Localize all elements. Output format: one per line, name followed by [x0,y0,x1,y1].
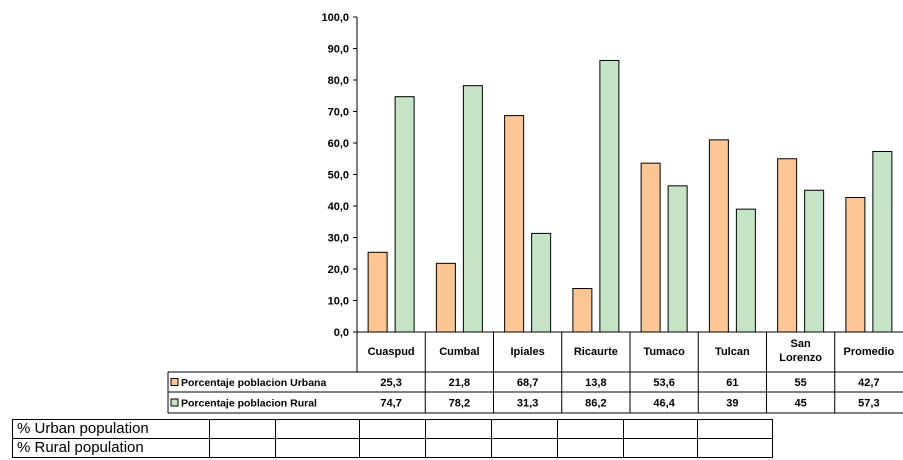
data-label: 74,7 [380,398,401,410]
empty-cell [359,419,426,439]
bar-rural-2 [531,232,552,333]
empty-cell [697,438,773,458]
empty-cell [697,419,773,439]
data-label: 46,4 [653,398,675,410]
data-label: 31,3 [517,398,538,410]
empty-cell [491,438,558,458]
category-label: Promedio [844,346,895,358]
empty-cell [359,438,426,458]
table-row-rural: % Rural population [12,438,773,458]
y-tick-label: 40,0 [328,201,349,213]
y-tick-label: 80,0 [328,75,349,87]
category-label: Ricaurte [574,346,618,358]
bar-urban-1 [435,262,456,333]
y-tick-label: 70,0 [328,107,349,119]
empty-cell [425,438,492,458]
empty-cell [209,419,276,439]
data-label: 13,8 [585,377,606,389]
bar-urban-3 [572,288,593,333]
row-label-urban: % Urban population [12,419,210,439]
empty-cell [557,419,624,439]
data-label: 68,7 [517,377,538,389]
bar-urban-4 [640,162,661,333]
bar-rural-6 [804,189,825,333]
data-label: 53,6 [653,377,674,389]
empty-cell [623,419,698,439]
bar-rural-7 [872,151,893,333]
bar-urban-0 [367,251,388,333]
y-tick-label: 20,0 [328,264,349,276]
empty-cell [557,438,624,458]
data-label: 25,3 [380,377,401,389]
y-tick-label: 10,0 [328,296,349,308]
empty-cell [209,438,276,458]
empty-cell [425,419,492,439]
empty-cell [623,438,698,458]
data-label: 42,7 [858,377,879,389]
bar-rural-5 [735,208,756,333]
legend-key-urban [170,378,179,386]
bar-rural-4 [667,185,688,333]
bar-rural-3 [599,59,620,333]
legend-label-urban: Porcentaje poblacion Urbana [181,377,326,389]
data-label: 78,2 [449,398,470,410]
data-label: 61 [726,377,738,389]
bar-urban-6 [777,158,798,333]
legend-label-rural: Porcentaje poblacion Rural [181,398,317,410]
y-tick-label: 90,0 [328,44,349,56]
y-tick-label: 0,0 [334,327,349,339]
category-label: San [791,338,811,350]
data-label: 86,2 [585,398,606,410]
category-label: Cumbal [439,346,479,358]
english-translation-table: % Urban population % Rural population [12,419,773,458]
y-tick-label: 30,0 [328,233,349,245]
legend-key-rural [170,398,179,407]
bar-urban-5 [708,139,729,333]
data-label: 21,8 [449,377,470,389]
row-label-rural: % Rural population [12,438,210,458]
bar-rural-1 [462,85,483,333]
bar-urban-7 [845,196,866,333]
bar-rural-0 [394,96,415,333]
data-label: 55 [795,377,807,389]
empty-cell [275,438,360,458]
empty-cell [275,419,360,439]
empty-cell [491,419,558,439]
category-label: Cuaspud [368,346,415,358]
y-tick-label: 100,0 [321,12,349,24]
category-label: Tumaco [643,346,685,358]
bar-urban-2 [504,115,525,333]
category-label: Ipiales [511,346,545,358]
y-tick-label: 50,0 [328,170,349,182]
data-label: 57,3 [858,398,879,410]
data-label: 45 [795,398,807,410]
y-tick-label: 60,0 [328,138,349,150]
table-row-urban: % Urban population [12,419,773,439]
bar-chart: 0,0 10,0 20,0 30,0 40,0 50,0 60,0 70,0 80,0 90,0 1… [167,12,903,414]
data-label: 39 [726,398,738,410]
category-label: Lorenzo [779,352,822,364]
category-label: Tulcan [715,346,750,358]
